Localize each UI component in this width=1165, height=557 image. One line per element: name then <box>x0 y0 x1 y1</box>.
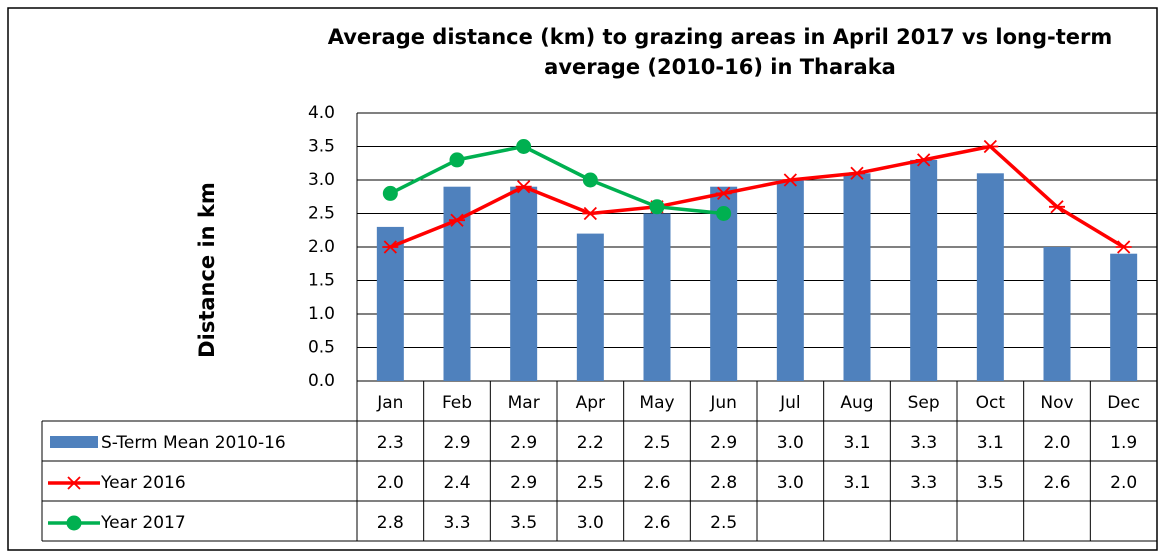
line-marker <box>582 172 598 188</box>
line-marker <box>382 240 399 254</box>
table-value: 2.8 <box>710 473 737 493</box>
table-value: 3.5 <box>510 513 537 533</box>
line-marker <box>716 206 732 221</box>
y-tick-label: 0.5 <box>308 338 335 358</box>
y-tick-label: 1.0 <box>308 304 335 324</box>
table-value: 3.1 <box>977 433 1004 453</box>
x-tick-label: May <box>639 393 674 413</box>
x-tick-label: Mar <box>508 393 540 413</box>
legend-key <box>66 476 82 490</box>
bar <box>910 159 938 381</box>
table-value: 3.1 <box>843 473 870 493</box>
bar <box>376 226 404 381</box>
line-marker <box>382 185 398 201</box>
table-value: 2.9 <box>443 433 470 453</box>
table-value: 2.0 <box>1043 433 1070 453</box>
x-tick-label: Dec <box>1107 393 1140 413</box>
bar <box>843 173 871 381</box>
bar <box>576 233 604 381</box>
x-tick-label: Jan <box>376 393 403 413</box>
line-marker <box>449 152 465 168</box>
y-tick-label: 2.0 <box>308 237 335 257</box>
table-value: 2.5 <box>577 473 604 493</box>
line-marker <box>515 180 532 194</box>
line-marker <box>782 173 799 187</box>
bar <box>776 180 804 381</box>
table-value: 3.3 <box>910 473 937 493</box>
legend-label: S-Term Mean 2010-16 <box>101 433 286 453</box>
table-value: 3.3 <box>443 513 470 533</box>
line-marker <box>982 139 999 154</box>
table-value: 2.2 <box>577 433 604 453</box>
x-tick-label: Sep <box>908 393 940 413</box>
table-value: 3.0 <box>577 513 604 533</box>
x-tick-label: Nov <box>1040 393 1073 413</box>
table-value: 2.6 <box>643 473 670 493</box>
table-value: 2.9 <box>710 433 737 453</box>
table-value: 2.9 <box>510 473 537 493</box>
legend-key <box>50 436 98 448</box>
x-tick-label: Aug <box>840 393 873 413</box>
bar <box>1110 253 1138 381</box>
table-value: 2.8 <box>377 513 404 533</box>
bar <box>643 213 671 381</box>
table-value: 2.4 <box>443 473 470 493</box>
line-marker <box>915 153 932 167</box>
table-value: 3.1 <box>843 433 870 453</box>
line <box>389 144 1125 249</box>
y-tick-label: 1.5 <box>308 271 335 291</box>
line-marker <box>582 206 599 221</box>
bar <box>510 186 538 381</box>
table-value: 2.6 <box>1043 473 1070 493</box>
bar <box>1043 247 1071 381</box>
table-value: 3.3 <box>910 433 937 453</box>
x-tick-label: Jul <box>779 393 801 413</box>
table-value: 3.5 <box>977 473 1004 493</box>
y-tick-label: 0.0 <box>308 371 335 391</box>
bar <box>976 173 1004 381</box>
table-value: 2.0 <box>1110 473 1137 493</box>
y-tick-label: 3.5 <box>308 137 335 157</box>
table-value: 1.9 <box>1110 433 1137 453</box>
line-marker <box>715 186 732 201</box>
line-marker <box>516 139 532 154</box>
title-box: Average distance (km) to grazing areas i… <box>327 25 1113 79</box>
line-marker <box>1049 200 1065 214</box>
table-value: 2.0 <box>377 473 404 493</box>
line <box>389 144 724 216</box>
x-tick-label: Apr <box>576 393 605 413</box>
legend-label: Year 2016 <box>100 473 186 493</box>
x-tick-label: Oct <box>976 393 1006 413</box>
legend-label: Year 2017 <box>100 513 186 533</box>
line-marker <box>649 199 665 215</box>
table-value: 3.0 <box>777 433 804 453</box>
y-axis-title: Distance in km <box>195 182 219 358</box>
legend-key <box>66 515 82 531</box>
line-marker <box>1115 240 1132 254</box>
chart-title: Average distance (km) to grazing areas i… <box>327 25 1113 79</box>
y-tick-label: 4.0 <box>308 103 335 123</box>
y-tick-label: 3.0 <box>308 170 335 190</box>
line-marker <box>849 166 865 180</box>
x-tick-label: Jun <box>709 393 737 413</box>
table-value: 2.5 <box>710 513 737 533</box>
x-tick-label: Feb <box>442 393 472 413</box>
table-value: 2.9 <box>510 433 537 453</box>
table-value: 2.5 <box>643 433 670 453</box>
y-tick-label: 2.5 <box>308 204 335 224</box>
table-value: 3.0 <box>777 473 804 493</box>
table-value: 2.3 <box>377 433 404 453</box>
table-value: 2.6 <box>643 513 670 533</box>
line-marker <box>449 213 465 227</box>
